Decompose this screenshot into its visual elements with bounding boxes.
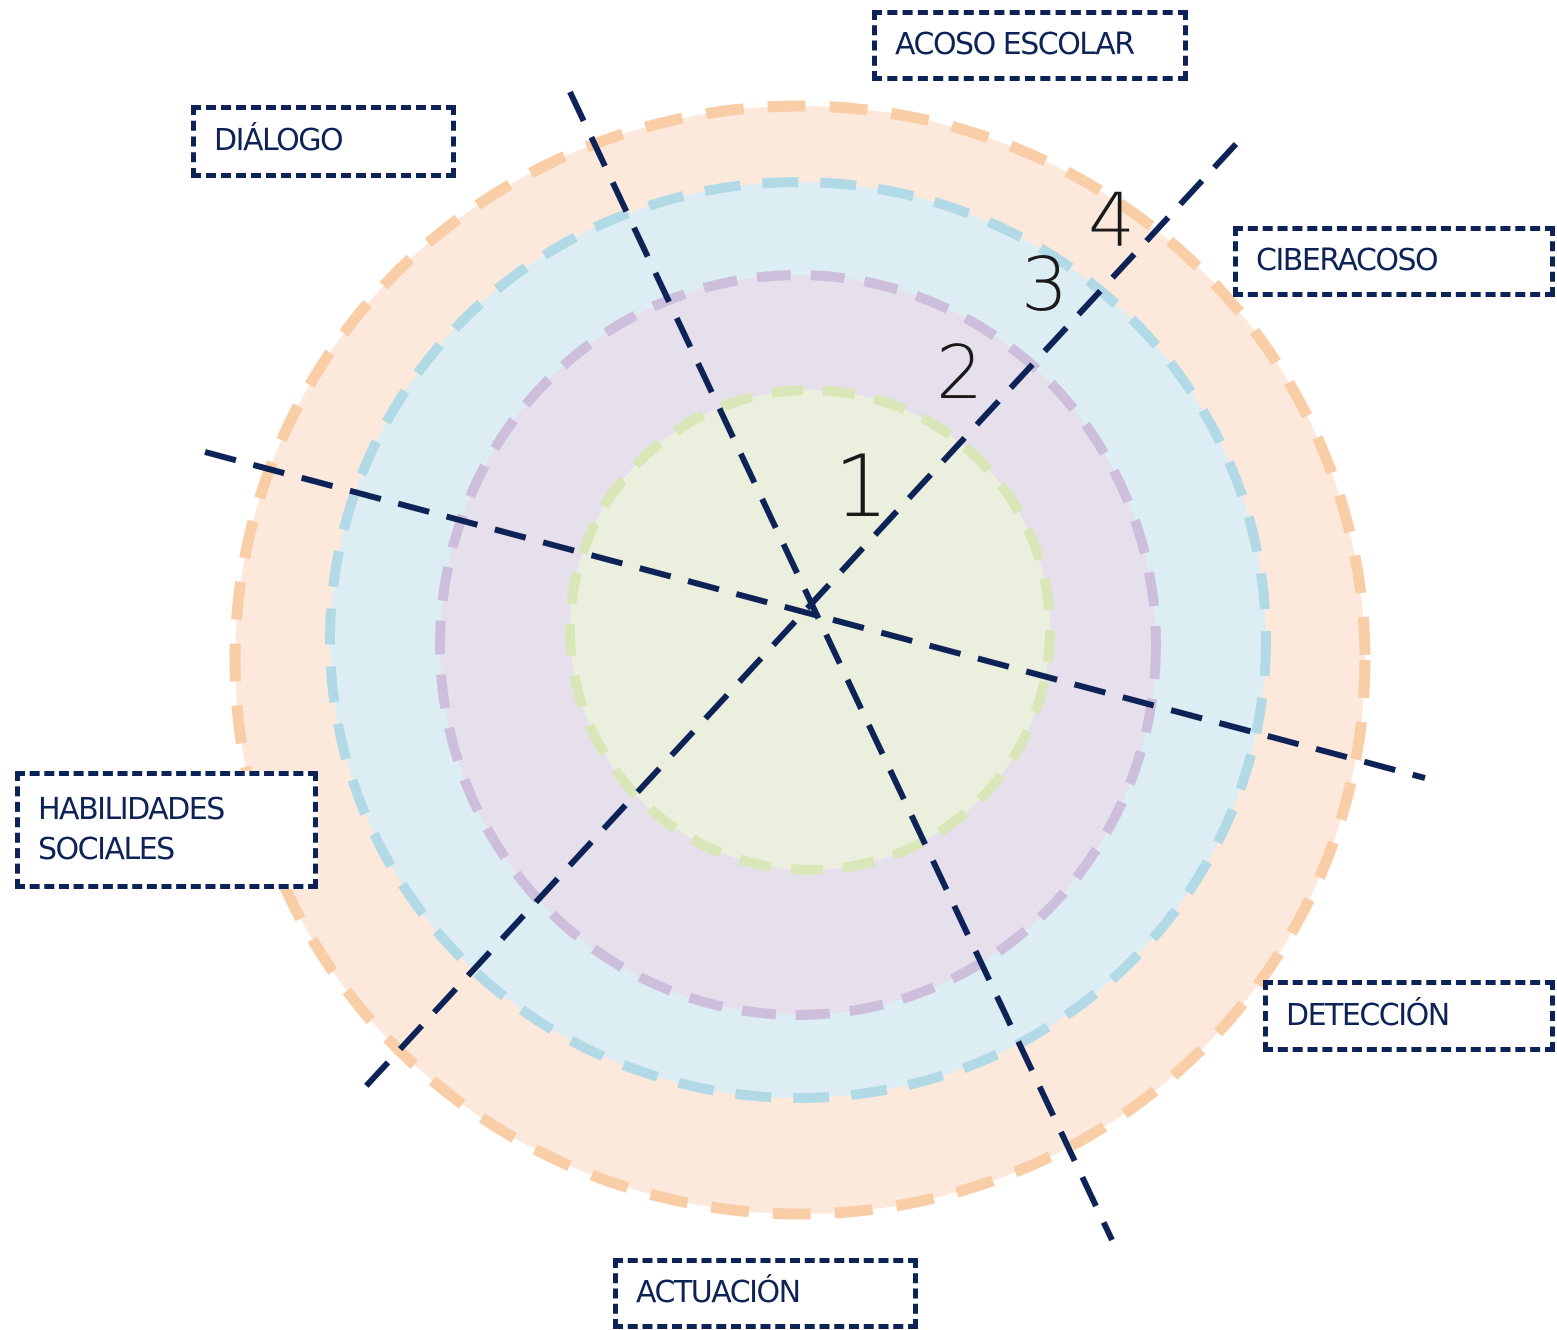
label-deteccion-text: DETECCIÓN (1286, 997, 1450, 1033)
ring-number-4: 4 (1088, 178, 1135, 264)
label-deteccion: DETECCIÓN (1263, 980, 1555, 1052)
axis-line-dialogo-deteccion (204, 449, 1426, 781)
label-acoso-escolar-text: ACOSO ESCOLAR (895, 27, 1135, 63)
label-ciberacoso-text: CIBERACOSO (1256, 243, 1439, 279)
axis-line-acoso-actuacion (567, 90, 1115, 1242)
label-acoso-escolar: ACOSO ESCOLAR (872, 10, 1188, 81)
ring-1 (565, 385, 1055, 875)
ring-number-2: 2 (936, 330, 983, 416)
ring-number-3: 3 (1021, 242, 1068, 328)
label-habilidades-sociales-text: HABILIDADES SOCIALES (38, 791, 225, 868)
axis-line-ciberacoso-habilidades (353, 141, 1239, 1100)
label-habilidades-sociales: HABILIDADES SOCIALES (15, 771, 318, 889)
label-ciberacoso: CIBERACOSO (1233, 226, 1555, 297)
label-actuacion: ACTUACIÓN (613, 1258, 918, 1329)
label-dialogo-text: DIÁLOGO (214, 123, 344, 159)
label-actuacion-text: ACTUACIÓN (636, 1275, 801, 1311)
ring-number-1: 1 (834, 437, 889, 537)
label-dialogo: DIÁLOGO (191, 105, 456, 178)
